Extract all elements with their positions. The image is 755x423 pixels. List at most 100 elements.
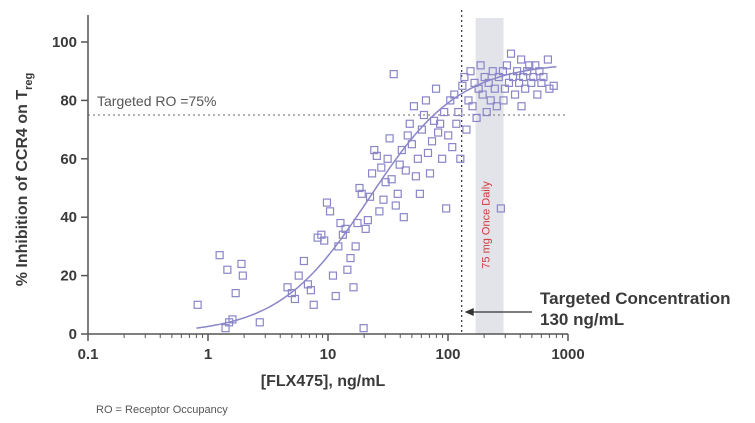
data-point <box>353 218 362 228</box>
data-point <box>223 265 232 274</box>
data-point <box>539 72 548 82</box>
data-point <box>533 90 542 99</box>
data-point <box>309 300 318 309</box>
data-point <box>521 84 530 93</box>
data-point <box>355 183 364 193</box>
data-point <box>385 134 394 143</box>
data-point <box>486 96 495 105</box>
data-point <box>334 242 343 251</box>
data-point <box>472 113 481 123</box>
data-point <box>440 107 449 117</box>
data-point <box>456 154 465 163</box>
y-tick-label: 0 <box>69 326 77 343</box>
data-point <box>448 143 457 152</box>
data-point <box>415 189 424 198</box>
x-tick-label: 1 <box>204 346 212 363</box>
data-point <box>543 55 553 64</box>
data-point <box>549 81 558 90</box>
data-point <box>349 283 358 292</box>
data-point <box>421 96 431 105</box>
data-point <box>529 72 538 82</box>
data-point <box>517 55 526 64</box>
arrow-head-icon <box>464 308 474 316</box>
data-point <box>502 61 512 70</box>
data-point <box>290 294 300 304</box>
data-point <box>399 213 408 222</box>
data-point <box>397 145 406 155</box>
data-point <box>525 61 534 70</box>
data-point <box>427 137 437 146</box>
data-point <box>331 291 340 301</box>
data-point <box>409 102 419 111</box>
data-point <box>450 90 459 99</box>
data-point <box>387 175 396 184</box>
data-point <box>517 102 526 111</box>
data-point <box>255 318 264 327</box>
target-ro-label: Targeted RO =75% <box>97 93 216 109</box>
data-point <box>436 119 445 128</box>
dose-band <box>475 18 504 334</box>
data-point <box>444 131 453 140</box>
data-point <box>484 78 493 87</box>
x-tick-label: 1000 <box>551 346 584 363</box>
data-point <box>468 102 477 111</box>
x-tick-label: 100 <box>435 346 460 363</box>
x-tick-label: 10 <box>320 346 337 363</box>
data-point <box>367 169 377 178</box>
data-point <box>401 166 410 175</box>
x-tick-label: 0.1 <box>78 346 99 363</box>
y-tick-label: 60 <box>60 151 77 168</box>
data-point <box>438 154 447 163</box>
data-point <box>372 151 381 160</box>
data-point <box>328 271 338 280</box>
y-axis-title-main: % Inhibition of CCR4 on T <box>14 90 31 287</box>
data-point <box>405 119 414 128</box>
data-point <box>462 125 471 134</box>
data-point <box>423 148 433 158</box>
data-point <box>490 84 499 93</box>
x-axis-ticks: 0.1 1 10 100 1000 <box>78 334 585 363</box>
data-point <box>417 125 426 134</box>
data-point <box>466 67 475 76</box>
y-axis-title-subscript: reg <box>23 73 35 90</box>
data-point <box>363 216 372 225</box>
data-point <box>407 140 416 149</box>
data-point <box>442 204 451 213</box>
data-points <box>193 49 558 333</box>
target-concentration-label: Targeted Concentration <box>540 289 730 308</box>
y-tick-label: 80 <box>60 92 77 109</box>
data-point <box>460 72 469 82</box>
data-point <box>299 256 309 266</box>
data-point <box>506 49 516 58</box>
data-point <box>496 204 505 213</box>
target-concentration-value: 130 ng/mL <box>540 310 624 329</box>
data-point <box>375 207 384 216</box>
data-point <box>389 70 398 79</box>
data-point <box>391 201 400 210</box>
data-point <box>370 145 379 155</box>
fit-curve <box>196 65 557 329</box>
data-point <box>512 67 522 76</box>
data-point <box>537 78 546 87</box>
data-point <box>283 283 292 292</box>
data-point <box>527 78 536 87</box>
data-point <box>231 289 240 298</box>
data-point <box>237 259 246 269</box>
data-point <box>357 189 366 198</box>
data-point <box>395 160 404 169</box>
y-tick-label: 40 <box>60 209 77 226</box>
data-point <box>320 236 329 245</box>
data-point <box>193 300 202 309</box>
data-point <box>478 90 487 99</box>
data-point <box>454 107 463 117</box>
y-tick-label: 20 <box>60 268 77 285</box>
data-point <box>482 107 491 117</box>
data-point <box>379 195 388 204</box>
data-point <box>346 253 355 263</box>
data-point <box>413 154 422 163</box>
data-point <box>425 169 435 178</box>
data-point <box>365 192 375 201</box>
data-point <box>359 324 368 333</box>
data-point <box>306 286 315 295</box>
data-point <box>458 81 467 90</box>
